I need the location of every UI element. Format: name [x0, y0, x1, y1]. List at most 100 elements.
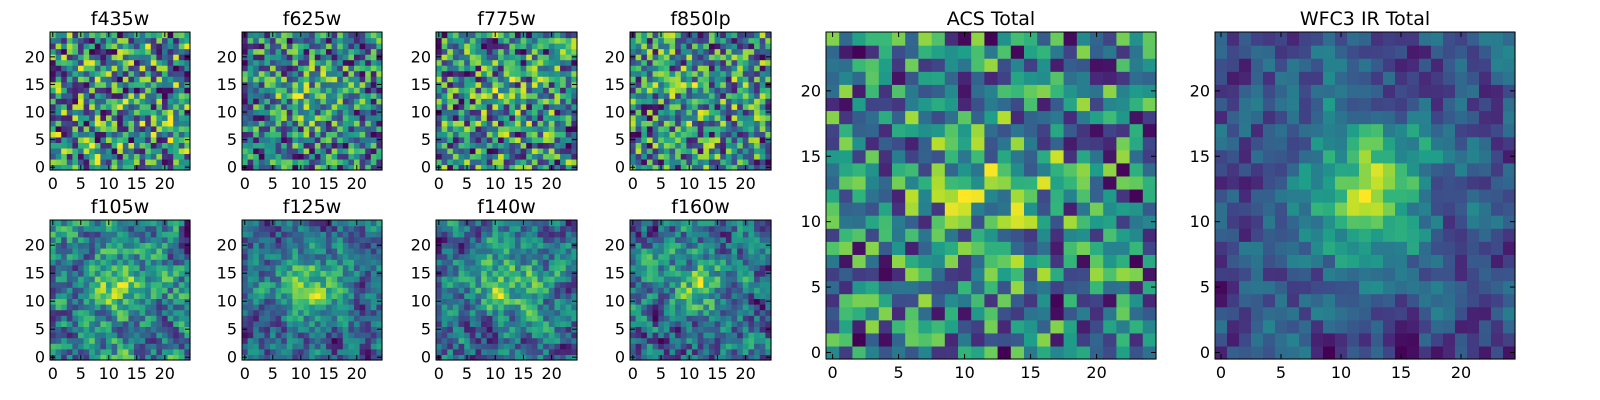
heatmap-cell — [309, 120, 316, 127]
heatmap-cell — [78, 125, 85, 132]
heatmap-cell — [286, 354, 293, 361]
heatmap-cell — [669, 142, 676, 149]
heatmap-cell — [503, 326, 510, 333]
heatmap-cell — [184, 76, 191, 83]
heatmap-cell — [270, 281, 277, 288]
heatmap-cell — [458, 315, 465, 322]
heatmap-cell — [737, 309, 744, 316]
heatmap-cell — [514, 225, 522, 232]
heatmap-cell — [184, 32, 191, 39]
heatmap-cell — [309, 54, 316, 61]
heatmap-cell — [520, 92, 527, 99]
heatmap-cell — [560, 298, 567, 305]
heatmap-cell — [354, 231, 361, 238]
heatmap-cell — [548, 81, 556, 88]
heatmap-cell — [765, 114, 772, 121]
heatmap-cell — [737, 320, 744, 327]
heatmap-cell — [150, 147, 157, 155]
heatmap-cell — [184, 131, 191, 138]
heatmap-cell — [337, 264, 344, 271]
heatmap-cell — [162, 76, 169, 83]
heatmap-cell — [281, 270, 288, 277]
heatmap-cell — [106, 70, 113, 77]
heatmap-cell — [669, 76, 676, 83]
heatmap-cell — [342, 343, 349, 350]
heatmap-cell — [156, 298, 163, 305]
heatmap-cell — [509, 98, 516, 105]
heatmap-cell — [492, 231, 499, 238]
heatmap-cell — [635, 354, 642, 361]
heatmap-cell — [475, 332, 482, 339]
heatmap-cell — [134, 225, 141, 232]
heatmap-cell — [94, 315, 101, 322]
heatmap-cell — [298, 259, 305, 266]
heatmap-cell — [646, 43, 654, 50]
heatmap-cell — [503, 236, 510, 243]
heatmap-cell — [548, 270, 556, 277]
heatmap-cell — [646, 337, 654, 344]
heatmap-cell — [436, 304, 443, 311]
heatmap-cell — [754, 37, 761, 44]
heatmap-cell — [258, 298, 265, 305]
heatmap-cell — [737, 87, 744, 94]
heatmap-cell — [173, 48, 180, 55]
heatmap-cell — [697, 343, 704, 350]
heatmap-cell — [464, 292, 471, 299]
heatmap-cell — [94, 287, 101, 294]
heatmap-cell — [173, 287, 180, 294]
heatmap-cell — [337, 70, 344, 77]
heatmap-cell — [298, 276, 305, 283]
heatmap-cell — [286, 315, 293, 322]
heatmap-cell — [354, 242, 361, 249]
heatmap-cell — [61, 92, 68, 99]
heatmap-cell — [765, 304, 772, 311]
heatmap-cell — [554, 298, 561, 305]
heatmap-cell — [725, 343, 733, 350]
heatmap-cell — [720, 81, 727, 88]
heatmap-cell — [359, 131, 366, 138]
heatmap-cell — [370, 32, 377, 39]
heatmap-cell — [167, 332, 174, 339]
heatmap-cell — [247, 220, 254, 227]
heatmap-cell — [156, 32, 163, 39]
heatmap-cell — [331, 43, 338, 50]
heatmap-cell — [100, 136, 107, 143]
heatmap-cell — [447, 242, 454, 249]
heatmap-cell — [720, 276, 727, 283]
heatmap-cell — [498, 125, 505, 132]
heatmap-cell — [292, 87, 299, 94]
heatmap-cell — [498, 87, 505, 94]
heatmap-cell — [331, 225, 338, 232]
heatmap-cell — [111, 158, 118, 166]
heatmap-cell — [337, 259, 344, 266]
heatmap-cell — [173, 348, 180, 355]
heatmap-cell — [464, 158, 471, 166]
heatmap-cell — [503, 147, 510, 155]
heatmap-cell — [72, 242, 79, 249]
heatmap-cell — [326, 348, 333, 355]
heatmap-cell — [509, 70, 516, 77]
x-tick-label: 20 — [347, 364, 367, 383]
heatmap-cell — [481, 348, 488, 355]
heatmap-cell — [354, 125, 361, 132]
heatmap-cell — [72, 109, 79, 116]
heatmap-cell — [376, 343, 383, 350]
heatmap-cell — [520, 81, 527, 88]
heatmap-cell — [270, 337, 277, 344]
heatmap-cell — [178, 309, 185, 316]
heatmap-cell — [737, 54, 744, 61]
heatmap-cell — [162, 65, 169, 72]
heatmap-cell — [55, 153, 62, 160]
heatmap-cell — [663, 54, 671, 61]
heatmap-cell — [337, 281, 344, 288]
heatmap-cell — [469, 332, 477, 339]
x-tick-label: 20 — [155, 174, 175, 193]
heatmap-cell — [111, 259, 118, 266]
heatmap-cell — [737, 315, 744, 322]
heatmap-cell — [89, 320, 96, 327]
heatmap-cell — [242, 348, 249, 355]
heatmap-cell — [94, 298, 101, 305]
heatmap-cell — [376, 65, 383, 72]
